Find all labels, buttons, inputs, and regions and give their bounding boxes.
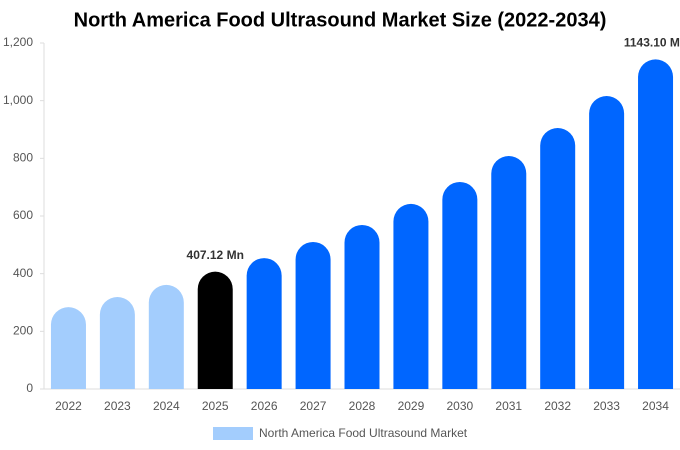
- x-tick-label: 2032: [544, 399, 571, 413]
- bar: [344, 224, 380, 389]
- x-tick-label: 2031: [495, 399, 522, 413]
- bar: [442, 181, 478, 389]
- x-tick-label: 2023: [104, 399, 131, 413]
- bar: [393, 203, 429, 389]
- value-label: 1143.10 Mn: [624, 36, 680, 50]
- x-tick-label: 2028: [349, 399, 376, 413]
- x-tick-label: 2022: [55, 399, 82, 413]
- y-tick-label: 1,000: [3, 93, 33, 107]
- bar: [99, 297, 135, 389]
- y-tick-label: 200: [13, 324, 33, 338]
- value-label: 407.12 Mn: [187, 248, 244, 262]
- bar: [638, 59, 674, 390]
- y-tick-label: 600: [13, 208, 33, 222]
- x-tick-label: 2030: [446, 399, 473, 413]
- x-tick-label: 2024: [153, 399, 180, 413]
- bar: [148, 284, 184, 389]
- y-tick-label: 1,200: [3, 35, 33, 49]
- x-tick-label: 2033: [593, 399, 620, 413]
- x-tick-label: 2026: [251, 399, 278, 413]
- bar: [197, 271, 233, 389]
- bar: [491, 156, 527, 389]
- legend-label: North America Food Ultrasound Market: [259, 426, 468, 440]
- x-tick-label: 2034: [642, 399, 669, 413]
- legend-swatch: [213, 427, 253, 440]
- bar: [295, 241, 331, 389]
- x-tick-label: 2029: [398, 399, 425, 413]
- y-tick-label: 400: [13, 266, 33, 280]
- bar: [540, 128, 576, 389]
- chart-title: North America Food Ultrasound Market Siz…: [74, 9, 607, 31]
- bar: [589, 96, 625, 389]
- x-tick-label: 2027: [300, 399, 327, 413]
- x-tick-label: 2025: [202, 399, 229, 413]
- bar: [246, 258, 282, 389]
- bar: [50, 307, 86, 389]
- y-tick-label: 0: [26, 381, 33, 395]
- y-tick-label: 800: [13, 151, 33, 165]
